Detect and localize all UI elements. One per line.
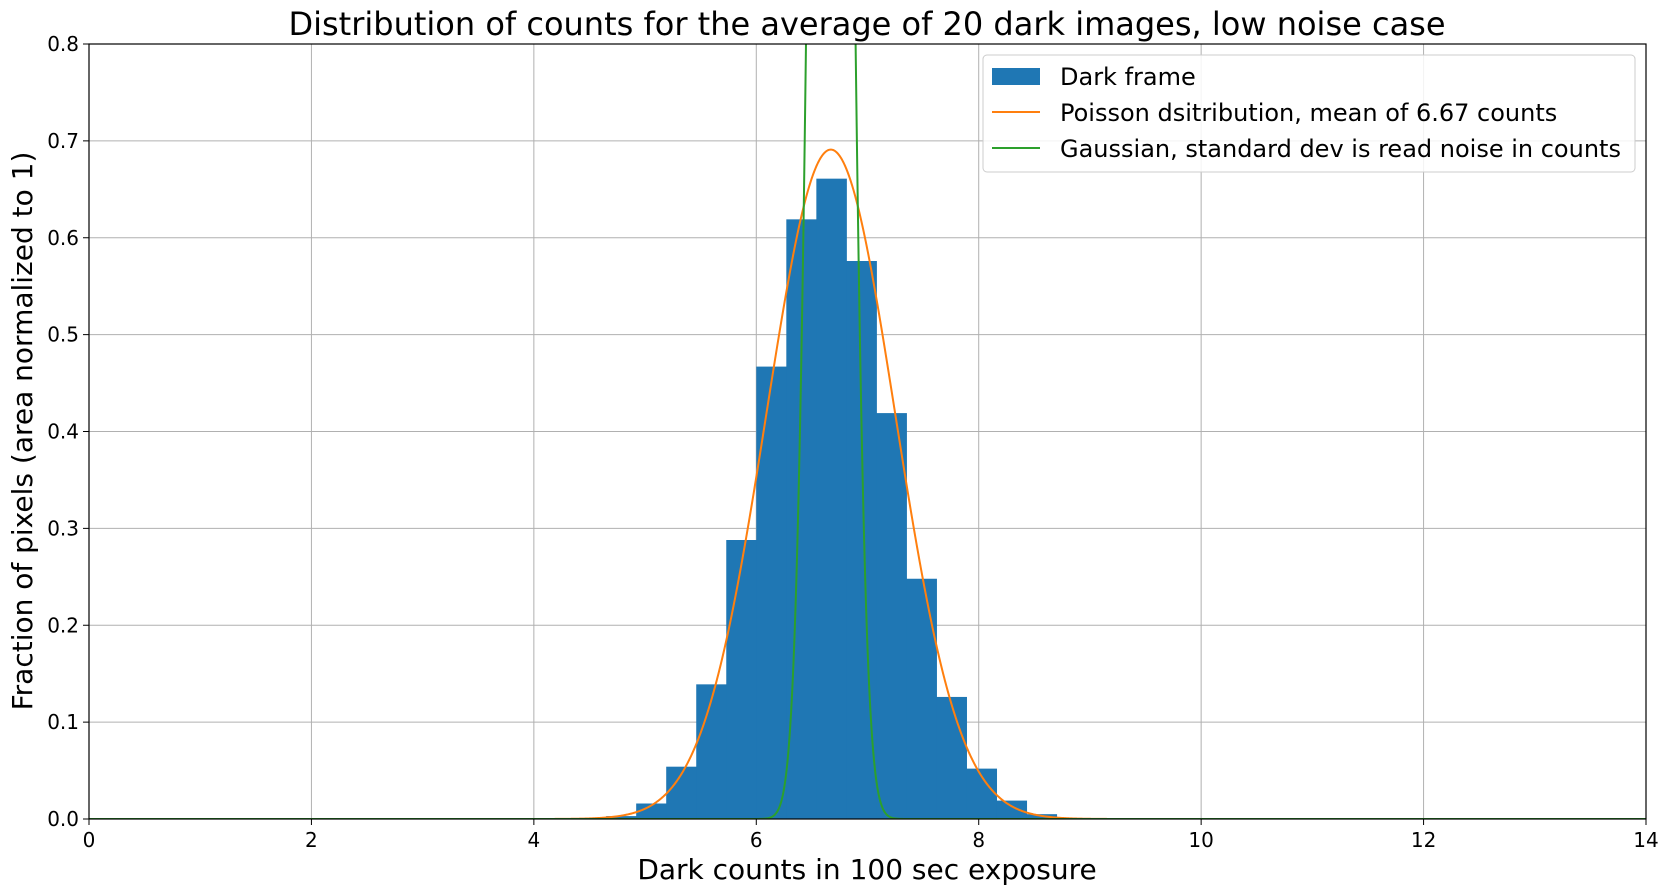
chart-title: Distribution of counts for the average o… [288,5,1445,43]
legend-box [982,54,1636,173]
y-axis-ticks: 0.0 0.1 0.2 0.3 0.4 0.5 0.6 0.7 0.8 [47,32,89,831]
y-tick-label: 0.0 [47,807,79,831]
legend: Dark frame Poisson dsitribution, mean of… [982,54,1636,173]
x-axis-label: Dark counts in 100 sec exposure [637,853,1096,886]
legend-label-gaussian: Gaussian, standard dev is read noise in … [1060,135,1621,163]
legend-label-dark-frame: Dark frame [1060,63,1196,91]
x-tick-label: 2 [305,828,318,852]
x-axis-ticks: 0 2 4 6 8 10 12 14 [83,819,1659,852]
y-tick-label: 0.2 [47,613,79,637]
histogram-bar [606,816,637,819]
y-tick-label: 0.7 [47,129,79,153]
y-axis-label: Fraction of pixels (area normalized to 1… [6,152,39,711]
y-tick-label: 0.5 [47,323,79,347]
y-tick-label: 0.1 [47,710,79,734]
histogram-bar [636,803,667,819]
x-tick-label: 6 [750,828,763,852]
histogram-bars [606,178,1058,819]
x-tick-label: 10 [1188,828,1213,852]
x-tick-label: 4 [527,828,540,852]
y-tick-label: 0.3 [47,516,79,540]
x-tick-label: 14 [1633,828,1658,852]
histogram-bar [906,578,937,819]
histogram-bar [936,696,967,819]
x-tick-label: 0 [83,828,96,852]
histogram-bar [876,413,907,819]
y-tick-label: 0.4 [47,420,79,444]
legend-swatch-dark-frame [992,68,1040,85]
legend-label-poisson: Poisson dsitribution, mean of 6.67 count… [1060,99,1557,127]
series-lines [89,44,1646,819]
histogram-bar [996,800,1028,819]
x-tick-label: 12 [1411,828,1436,852]
gaussian-line [89,44,1646,819]
histogram-bar [696,684,727,819]
histogram-bar [756,366,787,819]
y-tick-label: 0.6 [47,226,79,250]
y-tick-label: 0.8 [47,32,79,56]
histogram-bar [816,178,847,819]
x-tick-label: 8 [972,828,985,852]
poisson-line [89,148,1646,819]
histogram-bar [726,540,757,819]
